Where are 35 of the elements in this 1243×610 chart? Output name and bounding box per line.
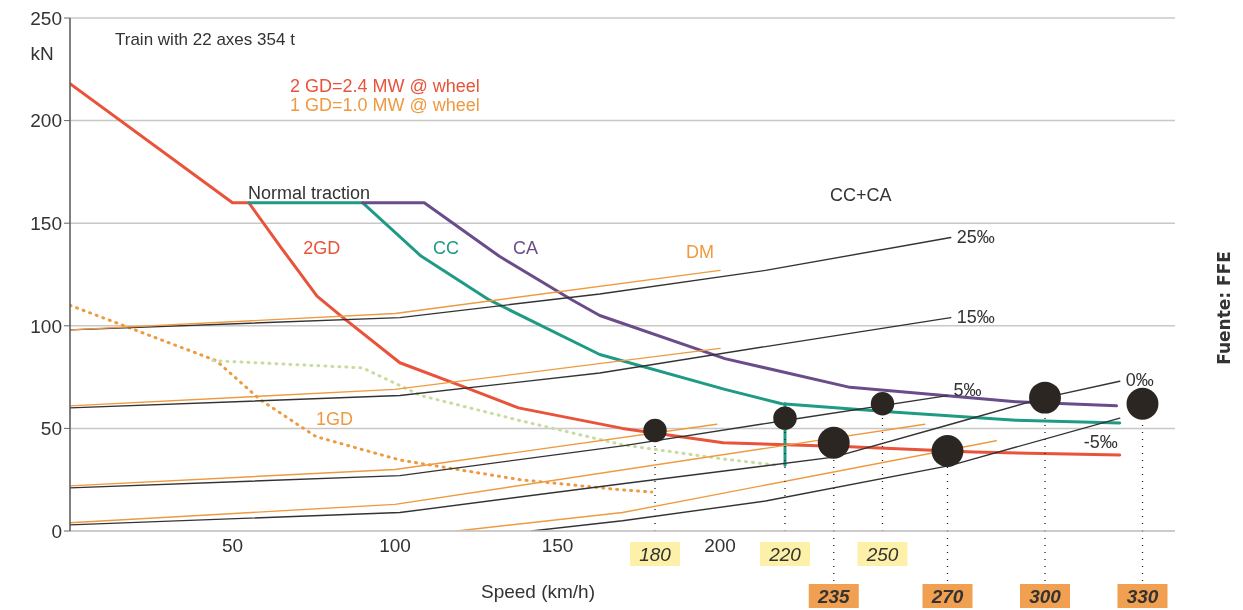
series-label: 2GD bbox=[303, 237, 341, 258]
series-label: 15‰ bbox=[956, 306, 995, 327]
annotation: Train with 22 axes 354 t bbox=[115, 30, 296, 49]
series-label: 0‰ bbox=[1125, 370, 1154, 391]
y-axis-title: kN bbox=[30, 43, 54, 64]
annotation: 1 GD=1.0 MW @ wheel bbox=[290, 95, 480, 115]
x-tick-label: 50 bbox=[221, 535, 244, 557]
series-label: 25‰ bbox=[956, 226, 995, 247]
x-tick-label: 150 bbox=[541, 535, 574, 557]
y-tick-label: 200 bbox=[30, 110, 62, 132]
ref-line-label: 250 bbox=[865, 544, 899, 565]
x-tick-label: 200 bbox=[704, 535, 736, 557]
annotation: CC+CA bbox=[830, 185, 892, 205]
series-label: CA bbox=[513, 238, 539, 259]
ref-line-label: 300 bbox=[1029, 586, 1062, 607]
ref-line-label: 220 bbox=[768, 544, 802, 565]
y-tick-label: 100 bbox=[30, 315, 62, 337]
series-label: CC bbox=[433, 238, 459, 259]
series-label: 5‰ bbox=[953, 379, 982, 400]
series-label: DM bbox=[686, 242, 714, 263]
series-label: -5‰ bbox=[1083, 432, 1118, 453]
y-tick-label: 0 bbox=[51, 520, 62, 542]
y-tick-label: 50 bbox=[40, 418, 62, 440]
ref-line-label: 235 bbox=[816, 586, 851, 607]
series-label: 1GD bbox=[316, 408, 354, 429]
annotation: 2 GD=2.4 MW @ wheel bbox=[290, 76, 480, 96]
ref-line-label: 180 bbox=[639, 544, 672, 565]
annotation: Normal traction bbox=[248, 183, 371, 203]
y-tick-label: 150 bbox=[30, 212, 62, 234]
x-tick-label: 100 bbox=[379, 535, 411, 557]
source-note: Fuente: FFE bbox=[1214, 251, 1234, 365]
ref-line-label: 330 bbox=[1126, 586, 1159, 607]
x-axis-title: Speed (km/h) bbox=[480, 581, 596, 602]
ref-line-label: 270 bbox=[930, 586, 964, 607]
y-tick-label: 250 bbox=[30, 7, 62, 29]
